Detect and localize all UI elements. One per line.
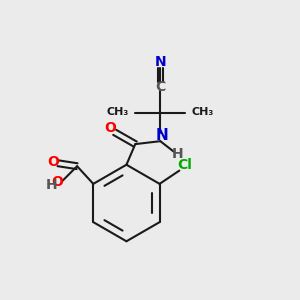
Text: N: N — [155, 128, 168, 143]
Text: C: C — [155, 80, 165, 94]
Text: CH₃: CH₃ — [192, 107, 214, 117]
Text: O: O — [48, 155, 59, 169]
Text: N: N — [154, 55, 166, 69]
Text: H: H — [171, 147, 183, 161]
Text: Cl: Cl — [177, 158, 192, 172]
Text: CH₃: CH₃ — [106, 107, 129, 117]
Text: H: H — [45, 178, 57, 192]
Text: O: O — [104, 121, 116, 135]
Text: O: O — [51, 176, 63, 189]
